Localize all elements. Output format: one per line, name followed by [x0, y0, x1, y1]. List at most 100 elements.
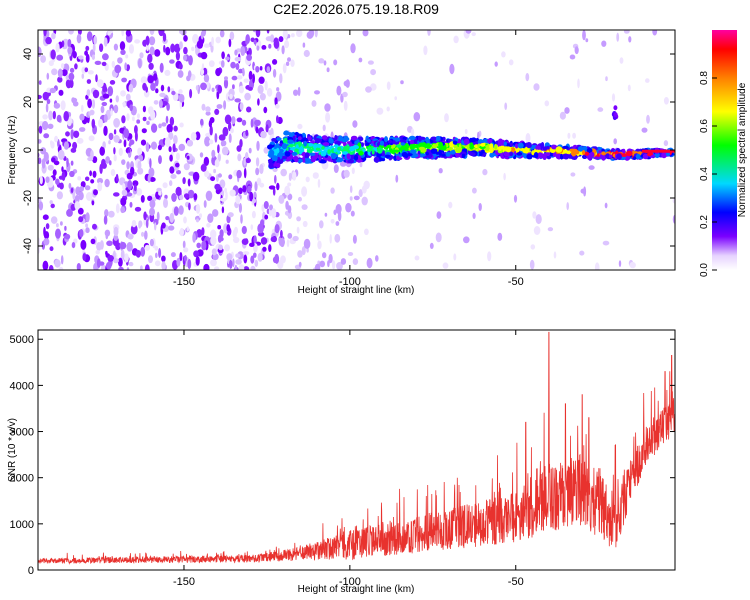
spectrogram-blob [77, 207, 84, 215]
spectrogram-blob [361, 185, 367, 194]
spectrogram-blob [149, 238, 154, 247]
spectrogram-blob [257, 98, 260, 106]
spectrogram-blob [178, 205, 184, 215]
spectrogram-blob [251, 210, 256, 219]
spectrogram-blob [210, 43, 214, 53]
carrier-blob [393, 149, 400, 153]
spectrogram-blob [287, 205, 292, 214]
spectrogram-blob [214, 108, 220, 115]
carrier-blob [419, 153, 426, 157]
carrier-blob [481, 149, 485, 154]
spectrogram-blob [79, 229, 84, 238]
spectrogram-blob [53, 102, 61, 109]
spectrogram-blob [303, 49, 310, 58]
spectrogram-blob [579, 250, 585, 256]
carrier-blob [271, 155, 278, 162]
spectrogram-blob [297, 250, 303, 258]
spectrogram-blob [85, 45, 90, 51]
spectrogram-blob [140, 76, 148, 84]
carrier-blob [303, 140, 308, 147]
spectrogram-blob [274, 224, 280, 234]
spectrogram-blob [47, 123, 54, 129]
spectrogram-blob [110, 168, 116, 177]
spectrogram-blob [170, 43, 176, 53]
spectrogram-blob [79, 186, 84, 192]
spectrogram-blob [205, 106, 211, 113]
spectrogram-blob [126, 172, 133, 180]
spectrogram-blob [149, 30, 155, 36]
spectrogram-blob [151, 123, 158, 133]
spectrogram-blob [284, 40, 290, 49]
spectrogram-blob [214, 266, 220, 270]
spectrogram-blob [260, 130, 267, 139]
spectrogram-blob [395, 174, 399, 183]
spectrogram-blob [121, 189, 128, 196]
spectrogram-blob [193, 250, 200, 258]
carrier-blob [564, 155, 570, 159]
spectrogram-blob [163, 44, 166, 53]
carrier-blob [276, 156, 281, 162]
spectrogram-blob [219, 179, 226, 189]
spectrogram-blob [276, 115, 279, 124]
spectrogram-blob [559, 111, 567, 120]
spectrogram-blob [230, 128, 234, 134]
spectrogram-blob [144, 244, 151, 251]
spectrogram-blob [263, 106, 268, 114]
spectrogram-blob [646, 114, 650, 124]
x-tick-label: -50 [508, 576, 524, 588]
spectrogram-blob [318, 58, 325, 64]
spectrogram-blob [243, 78, 249, 83]
spectrogram-blob [605, 76, 608, 82]
spectrogram-blob [38, 94, 42, 100]
spectrogram-blob [276, 182, 280, 191]
spectrogram-blob [135, 188, 143, 196]
carrier-blob [314, 138, 321, 144]
spectrogram-blob [217, 173, 222, 178]
spectrogram-blob [98, 118, 103, 128]
spectrogram-blob [66, 208, 73, 217]
spectrogram-blob [287, 193, 293, 201]
spectrogram-blob [108, 210, 115, 218]
y-tick-label: 3000 [10, 427, 34, 439]
spectrogram-blob [241, 238, 249, 245]
carrier-blob [275, 162, 281, 169]
spectrogram-blob [243, 157, 246, 166]
carrier-blob [484, 145, 491, 151]
spectrogram-blob [127, 148, 131, 153]
spectrogram-blob [96, 79, 104, 88]
spectrogram-blob [250, 118, 254, 128]
spectrogram-blob [278, 194, 285, 204]
spectrogram-blob [38, 125, 43, 134]
spectrogram-blob [482, 168, 488, 176]
spectrogram-blob [95, 250, 100, 255]
spectrogram-blob [311, 100, 317, 107]
spectrogram-blob [101, 101, 108, 107]
carrier-blob [438, 151, 442, 156]
spectrogram-blob [331, 260, 336, 270]
spectrogram-blob [147, 75, 155, 84]
spectrogram-blob [278, 36, 284, 43]
spectrogram-blob [38, 46, 42, 57]
spectrogram-blob [394, 96, 398, 101]
carrier-blob [284, 151, 291, 157]
spectrogram-blob [200, 51, 208, 60]
spectrogram-blob [140, 195, 145, 203]
spectrogram-blob [262, 246, 267, 252]
spectrogram-blob [137, 160, 142, 171]
spectrogram-blob [146, 120, 150, 125]
spectrogram-blob [178, 143, 186, 151]
carrier-blob [598, 150, 602, 154]
spectrogram-blob [102, 93, 110, 99]
spectrogram-blob [303, 238, 311, 249]
spectrogram-blob [144, 230, 148, 240]
spectrogram-blob [497, 232, 503, 241]
carrier-blob [388, 139, 392, 144]
y-tick-label: 4000 [10, 380, 34, 392]
spectrogram-blob [292, 235, 299, 242]
carrier-blob [461, 153, 466, 159]
spectrogram-blob [238, 203, 242, 213]
carrier-blob [605, 153, 610, 159]
carrier-blob [309, 152, 316, 156]
carrier-blob [586, 148, 593, 153]
spectrogram-blob [588, 165, 595, 170]
